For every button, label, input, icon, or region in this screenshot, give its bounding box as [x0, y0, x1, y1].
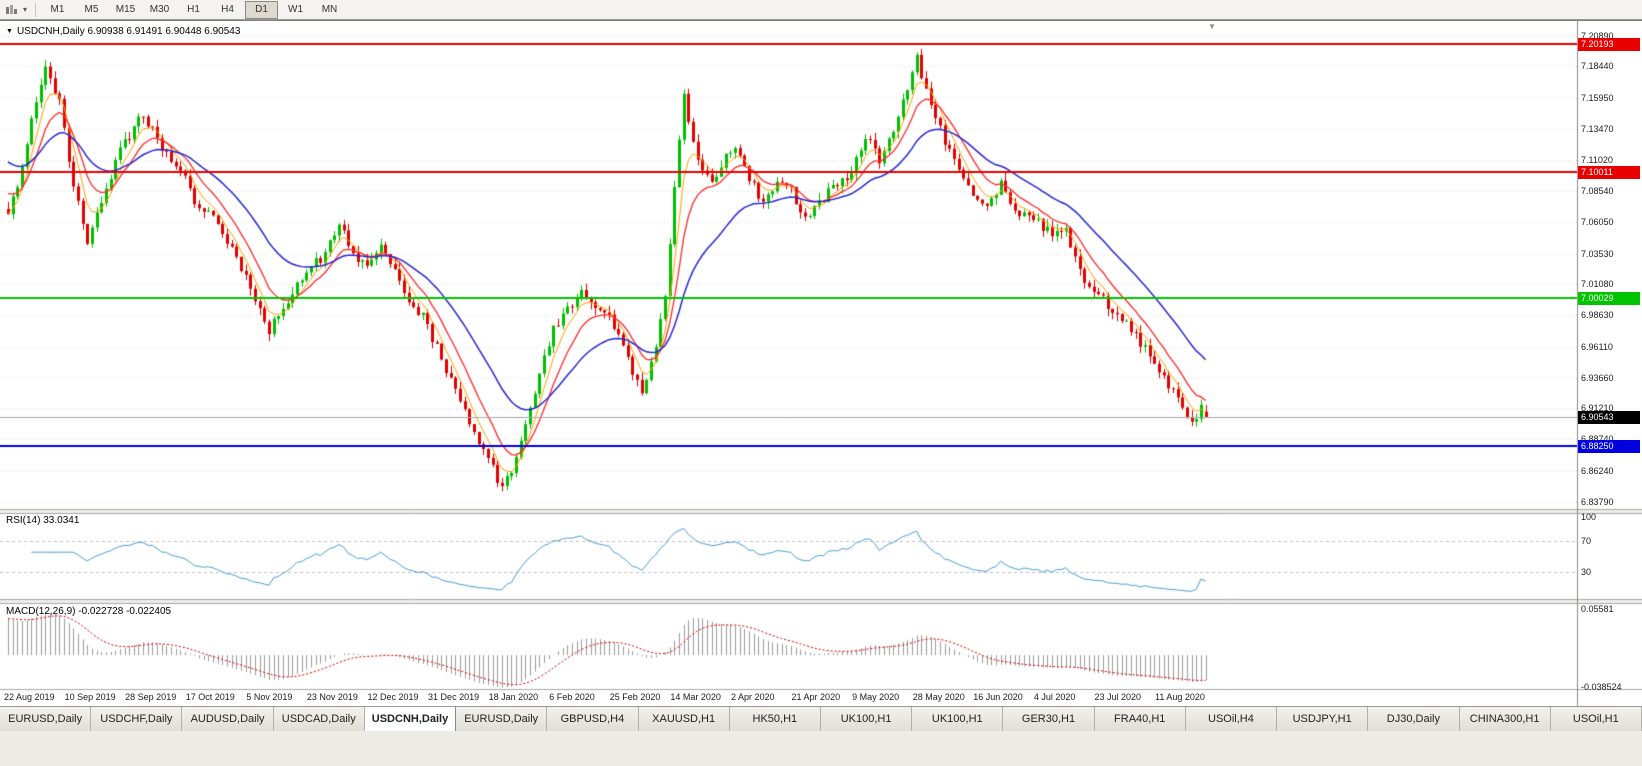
price-axis-tick: 7.01080 — [1581, 279, 1614, 290]
chart-tab-usdcad-daily[interactable]: USDCAD,Daily — [273, 707, 365, 731]
chart-area[interactable]: ▼ USDCNH,Daily 6.90938 6.91491 6.90448 6… — [0, 20, 1642, 707]
date-axis-label: 17 Oct 2019 — [185, 692, 235, 702]
date-axis-label: 16 Jun 2020 — [973, 692, 1023, 702]
date-axis-label: 11 Aug 2020 — [1155, 692, 1205, 702]
date-axis-label: 2 Apr 2020 — [730, 692, 775, 702]
timeframe-button-d1[interactable]: D1 — [245, 0, 278, 19]
price-axis-tick: 7.15950 — [1581, 92, 1614, 103]
hline-price-tag: 6.88250 — [1578, 439, 1640, 453]
date-axis-label: 10 Sep 2019 — [64, 692, 116, 702]
timeframe-button-m30[interactable]: M30 — [149, 4, 170, 15]
chart-tab-usoil-h1[interactable]: USOil,H1 — [1550, 707, 1642, 731]
chart-tab-xauusd-h1[interactable]: XAUUSD,H1 — [638, 707, 730, 731]
chart-tab-fra40-h1[interactable]: FRA40,H1 — [1094, 707, 1186, 731]
chart-ohlc-text: USDCNH,Daily 6.90938 6.91491 6.90448 6.9… — [16, 26, 241, 37]
chart-tab-eurusd-daily[interactable]: EURUSD,Daily — [456, 707, 548, 731]
chart-tab-usoil-h4[interactable]: USOil,H4 — [1185, 707, 1278, 731]
chart-tab-uk100-h1[interactable]: UK100,H1 — [912, 707, 1004, 731]
timeframe-button-m5[interactable]: M5 — [84, 4, 99, 15]
chart-symbol-header: ▼ USDCNH,Daily 6.90938 6.91491 6.90448 6… — [6, 26, 240, 37]
chart-tab-usdchf-daily[interactable]: USDCHF,Daily — [91, 707, 183, 731]
chart-tab-dj30-daily[interactable]: DJ30,Daily — [1368, 707, 1460, 731]
date-axis-label: 12 Dec 2019 — [367, 692, 419, 702]
price-axis-tick: 6.88740 — [1581, 434, 1614, 444]
macd-indicator-label: MACD(12,26,9) -0.022728 -0.022405 — [6, 606, 172, 617]
price-axis-tick: 7.08540 — [1581, 185, 1614, 196]
timeframe-button-m15[interactable]: M15 — [115, 4, 136, 15]
rsi-indicator-label: RSI(14) 33.0341 — [6, 515, 80, 526]
date-axis-label: 14 Mar 2020 — [670, 692, 721, 702]
chart-tabbar: EURUSD,Daily USDCHF,Daily AUDUSD,Daily USDC… — [0, 706, 1642, 731]
price-axis-tick: 6.86240 — [1581, 465, 1614, 476]
date-axis-label: 9 May 2020 — [852, 692, 900, 702]
price-axis-tick: 7.06050 — [1581, 217, 1614, 228]
date-axis-label: 28 May 2020 — [912, 692, 965, 702]
chart-tab-hk50-h1[interactable]: HK50,H1 — [729, 707, 821, 731]
chart-tab-eurusd-daily[interactable]: EURUSD,Daily — [0, 707, 92, 731]
chart-tab-gbpusd-h4[interactable]: GBPUSD,H4 — [547, 707, 639, 731]
date-axis-label: 28 Sep 2019 — [125, 692, 177, 702]
date-axis-label: 22 Aug 2019 — [4, 692, 55, 702]
price-axis-tick: 7.03530 — [1581, 248, 1614, 259]
timeframe-toolbar: ▾ M1 M5 M15 M30 H1 H4 D1 W1 MN — [0, 0, 1642, 20]
chart-tab-uk100-h1[interactable]: UK100,H1 — [820, 707, 913, 731]
date-axis-label: 23 Nov 2019 — [306, 692, 358, 702]
chart-type-icon-glyph — [6, 5, 17, 14]
price-axis-tick: 7.13470 — [1581, 123, 1614, 134]
timeframe-button-h1[interactable]: H1 — [187, 4, 200, 15]
date-axis-label: 21 Apr 2020 — [791, 692, 841, 702]
rsi-axis-tick: 70 — [1581, 535, 1592, 546]
chart-tab-china300-h1[interactable]: CHINA300,H1 — [1459, 707, 1551, 731]
price-chart-canvas[interactable] — [0, 21, 1642, 707]
macd-axis-tick: -0.038524 — [1581, 682, 1622, 692]
rsi-axis-tick: 100 — [1581, 512, 1597, 522]
date-axis-label: 31 Dec 2019 — [428, 692, 480, 702]
current-price-tag: 6.90543 — [1578, 410, 1640, 424]
price-axis-tick: 6.83790 — [1581, 496, 1614, 507]
timeframe-button-mn[interactable]: MN — [321, 4, 338, 15]
chart-tab-usdjpy-h1[interactable]: USDJPY,H1 — [1277, 707, 1369, 731]
timeframe-buttons-group: M1 M5 M15 M30 H1 H4 D1 W1 MN — [41, 0, 346, 19]
price-axis-tick: 7.20890 — [1581, 30, 1614, 41]
hline-price-tag: 7.00029 — [1578, 291, 1640, 305]
collapse-triangle-icon[interactable]: ▼ — [6, 28, 13, 35]
price-axis-tick: 6.96110 — [1581, 341, 1613, 352]
date-axis-label: 4 Jul 2020 — [1033, 692, 1076, 702]
timeframe-button-w1[interactable]: W1 — [288, 4, 303, 15]
price-axis-tick: 7.11020 — [1581, 154, 1613, 165]
timeframe-button-h4[interactable]: H4 — [221, 4, 234, 15]
hline-price-tag: 7.10011 — [1578, 166, 1640, 180]
price-axis-tick: 6.91210 — [1581, 403, 1614, 414]
date-axis-label: 18 Jan 2020 — [488, 692, 539, 702]
rsi-axis-tick: 30 — [1581, 566, 1592, 577]
date-axis-label: 6 Feb 2020 — [549, 692, 595, 702]
date-axis-label: 5 Nov 2019 — [246, 692, 293, 702]
date-axis-label: 25 Feb 2020 — [609, 692, 661, 702]
price-axis-tick: 6.93660 — [1581, 372, 1614, 383]
date-axis-label: 23 Jul 2020 — [1094, 692, 1141, 702]
price-axis-tick: 7.18440 — [1581, 61, 1614, 72]
macd-axis-tick: 0.05581 — [1581, 604, 1614, 614]
hline-price-tag: 7.20193 — [1578, 38, 1640, 52]
chart-type-icon[interactable] — [4, 2, 19, 17]
chart-tab-ger30-h1[interactable]: GER30,H1 — [1003, 707, 1095, 731]
price-axis-tick: 6.98630 — [1581, 310, 1614, 321]
timeframe-button-m1[interactable]: M1 — [50, 4, 65, 15]
toolbar-separator — [35, 2, 36, 17]
chart-tab-usdcnh-daily[interactable]: USDCNH,Daily — [364, 707, 457, 731]
chart-tab-audusd-daily[interactable]: AUDUSD,Daily — [182, 707, 274, 731]
chart-shift-marker-icon[interactable]: ▼ — [1208, 22, 1216, 31]
chevron-down-icon[interactable]: ▾ — [22, 5, 27, 14]
